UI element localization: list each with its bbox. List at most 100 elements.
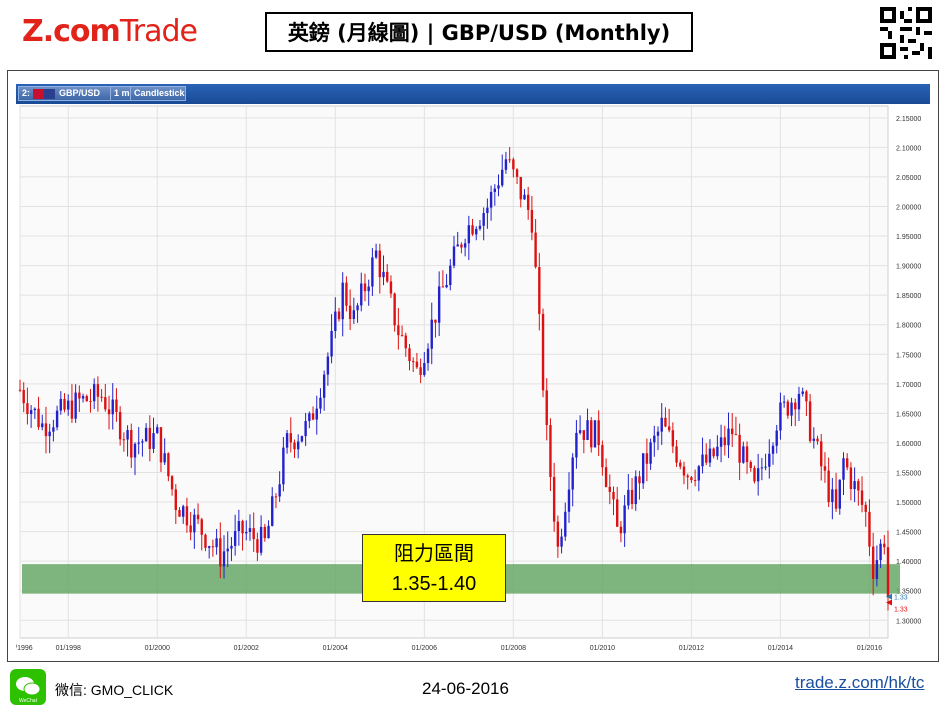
candle-body	[178, 510, 181, 517]
candle-body	[326, 356, 330, 375]
candle-body	[508, 159, 511, 161]
candle-body	[59, 399, 63, 411]
candle-body	[360, 283, 363, 306]
candle-body	[44, 423, 48, 437]
candle-body	[67, 400, 70, 410]
candle-body	[452, 246, 456, 266]
candle-body	[630, 489, 634, 505]
candle-body	[645, 453, 649, 464]
candle-body	[653, 435, 656, 443]
candle-body	[820, 441, 823, 467]
candle-body	[823, 466, 827, 471]
candle-body	[853, 481, 856, 490]
candle-body	[256, 539, 259, 553]
y-tick-label: 1.75000	[896, 352, 921, 359]
candle-body	[515, 169, 519, 177]
candle-body	[74, 392, 77, 419]
candle-body	[797, 393, 801, 410]
candle-body	[397, 325, 400, 336]
symbol-tab[interactable]: 2: GBP/USD	[18, 86, 116, 101]
candle-body	[489, 191, 493, 208]
candle-body	[434, 319, 437, 323]
candle-body	[627, 489, 630, 506]
candle-body	[167, 453, 170, 477]
y-tick-label: 1.80000	[896, 323, 921, 330]
candle-body	[749, 462, 752, 468]
candle-body	[274, 496, 278, 498]
y-tick-label: 1.70000	[896, 382, 921, 389]
candle-body	[671, 430, 675, 447]
candle-body	[311, 413, 315, 420]
resistance-callout: 阻力區間 1.35-1.40	[362, 534, 506, 602]
candle-body	[185, 506, 189, 526]
candle-body	[608, 486, 611, 492]
candle-body	[675, 446, 678, 463]
candle-body	[449, 265, 452, 286]
candle-body	[471, 225, 474, 235]
y-tick-label: 1.55000	[896, 470, 921, 477]
candle-body	[304, 421, 307, 437]
candle-body	[779, 402, 782, 431]
candle-body	[419, 367, 422, 375]
candle-body	[423, 363, 426, 375]
price-marker	[886, 593, 892, 600]
candle-body	[174, 489, 177, 511]
candle-body	[248, 528, 252, 532]
candle-body	[382, 271, 385, 278]
candle-body	[493, 188, 497, 192]
candle-body	[478, 225, 482, 229]
page-title: 英鎊 (月線圖) | GBP/USD (Monthly)	[265, 12, 693, 52]
candle-body	[808, 401, 812, 441]
candle-body	[78, 392, 81, 399]
candle-body	[875, 560, 879, 579]
svg-text:WeChat: WeChat	[19, 698, 38, 704]
candle-body	[638, 476, 641, 484]
candle-body	[868, 511, 871, 547]
candle-body	[567, 489, 571, 512]
candle-body	[623, 505, 626, 534]
candle-body	[63, 399, 66, 410]
y-tick-label: 1.90000	[896, 264, 921, 271]
y-tick-label: 1.35000	[896, 589, 921, 596]
candle-body	[163, 453, 166, 463]
chart-style-tab[interactable]: Candlestick	[130, 86, 186, 101]
candle-body	[89, 401, 92, 403]
candle-body	[801, 391, 804, 394]
gbp-usd-flag-icon	[32, 88, 55, 99]
candle-body	[193, 514, 196, 533]
candle-body	[126, 430, 129, 440]
candle-body	[679, 462, 682, 467]
candle-body	[771, 445, 775, 454]
candle-body	[233, 530, 237, 546]
y-tick-label: 2.05000	[896, 175, 921, 182]
candle-body	[879, 543, 882, 561]
candle-body	[33, 408, 37, 411]
candle-body	[41, 423, 44, 428]
candle-body	[130, 430, 133, 458]
candle-body	[604, 467, 608, 487]
website-link[interactable]: trade.z.com/hk/tc	[795, 673, 925, 692]
candle-body	[411, 361, 415, 363]
candle-body	[133, 443, 137, 458]
candle-body	[37, 408, 40, 428]
candle-body	[782, 401, 786, 403]
x-tick-label: 01/2012	[679, 645, 704, 652]
candle-body	[463, 243, 467, 248]
candle-body	[545, 390, 548, 426]
candle-body	[378, 250, 382, 278]
candle-body	[460, 244, 463, 248]
candle-body	[649, 442, 652, 464]
candle-body	[612, 491, 615, 500]
y-tick-label: 1.65000	[896, 411, 921, 418]
candle-body	[534, 232, 537, 268]
candle-body	[501, 169, 504, 186]
candle-body	[319, 397, 322, 409]
candle-body	[467, 225, 471, 244]
candle-body	[219, 538, 222, 567]
candle-body	[55, 410, 59, 428]
candle-body	[842, 458, 845, 480]
candle-body	[374, 250, 378, 258]
candle-body	[586, 420, 589, 440]
tab-index: 2:	[22, 88, 31, 98]
candle-body	[170, 476, 174, 490]
